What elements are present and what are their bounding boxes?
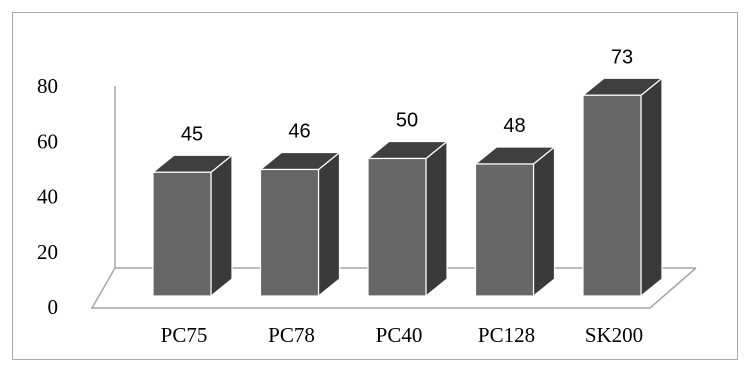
y-tick-label: 20 — [37, 240, 58, 264]
bar-front-face — [582, 94, 642, 297]
y-tick-label: 40 — [37, 185, 58, 209]
bar-PC40 — [366, 140, 449, 298]
bar-side-face — [640, 76, 663, 298]
floor-edge — [90, 267, 697, 309]
x-axis-ticks: PC75 PC78 PC40 PC128 SK200 — [161, 323, 644, 347]
bar-side-face — [425, 140, 448, 298]
bar-front-face — [474, 163, 535, 297]
data-label: 48 — [503, 115, 525, 137]
y-axis-ticks: 0 20 40 60 80 — [37, 74, 58, 319]
data-label: 46 — [288, 121, 310, 143]
bar-side-face — [532, 145, 556, 298]
data-label: 45 — [181, 123, 203, 145]
bar-PC75 — [151, 153, 234, 298]
bar-PC128 — [473, 145, 557, 298]
x-tick-label: SK200 — [585, 323, 643, 347]
y-tick-label: 60 — [37, 129, 58, 153]
bar-SK200 — [581, 76, 664, 298]
bar-side-face — [317, 151, 341, 298]
x-tick-label: PC128 — [478, 323, 535, 347]
x-tick-label: PC75 — [161, 323, 208, 347]
x-tick-label: PC40 — [376, 323, 423, 347]
y-tick-label: 0 — [48, 295, 59, 319]
y-tick-label: 80 — [37, 74, 58, 98]
bar-front-face — [367, 157, 427, 297]
bar-side-face — [210, 153, 233, 298]
data-labels: 45 46 50 48 73 — [181, 46, 633, 145]
data-label: 50 — [396, 110, 418, 132]
bar-front-face — [152, 171, 212, 297]
bar-front-face — [259, 168, 320, 297]
bar-PC78 — [258, 151, 342, 298]
x-tick-label: PC78 — [268, 323, 315, 347]
data-label: 73 — [611, 46, 633, 68]
bars — [151, 76, 664, 298]
